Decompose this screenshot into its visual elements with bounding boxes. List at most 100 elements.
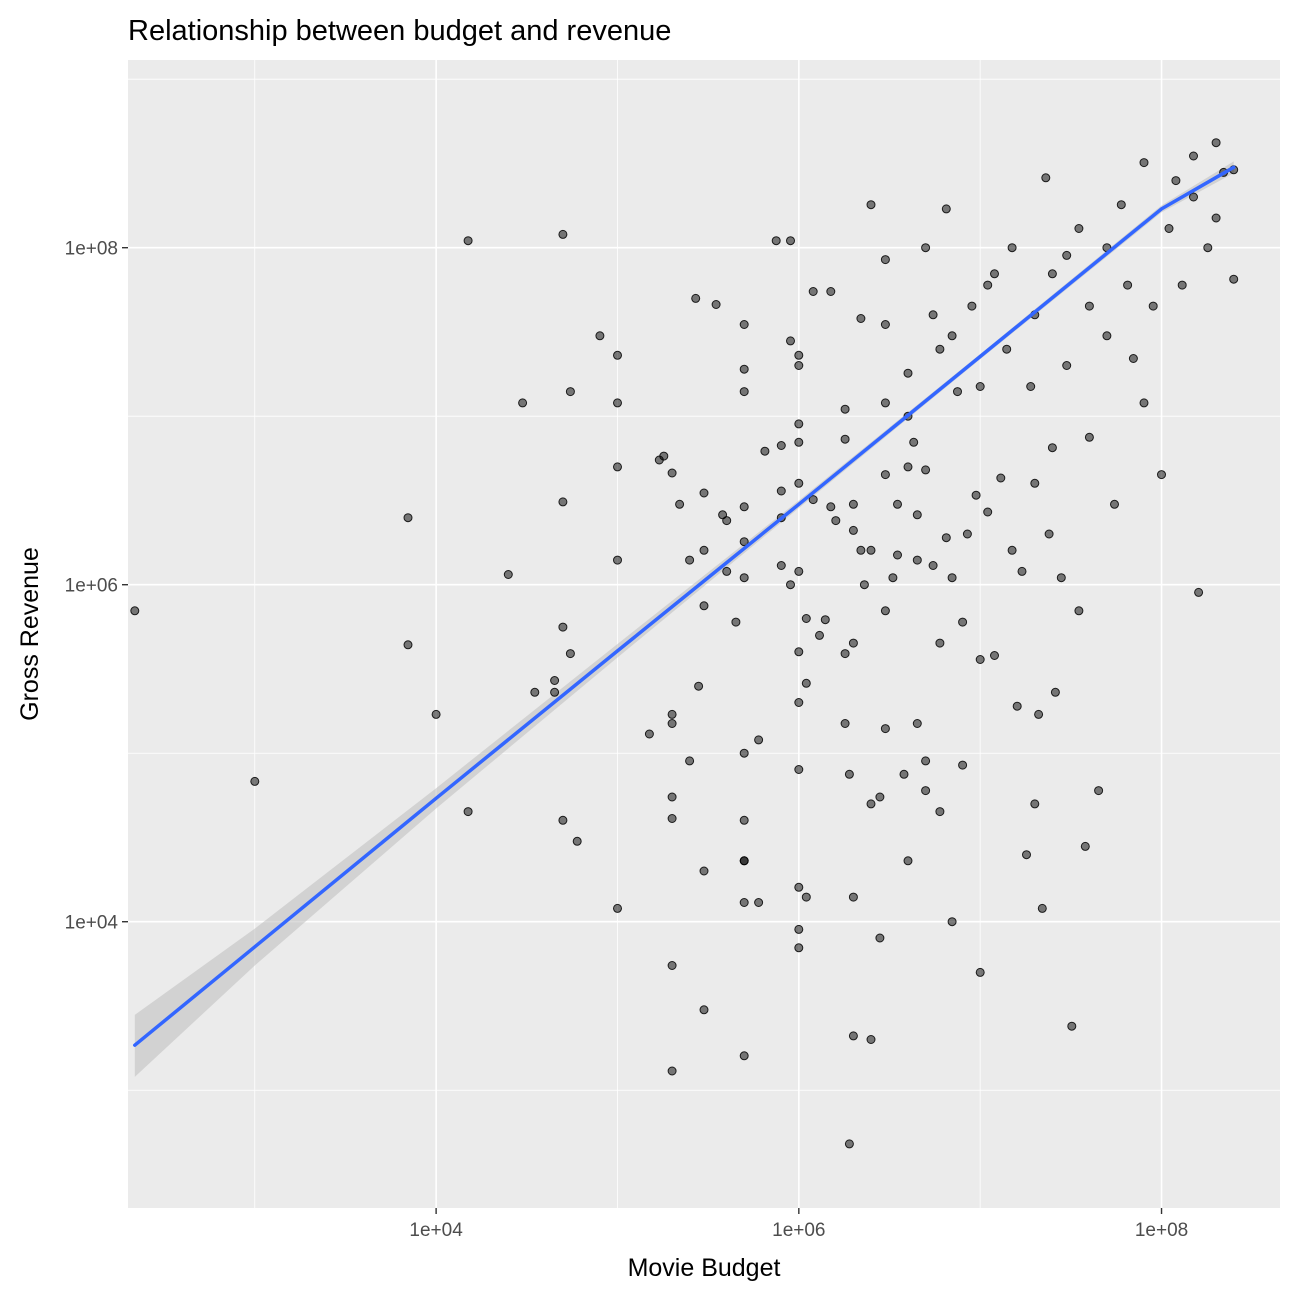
data-point (550, 687, 560, 697)
data-point (903, 368, 913, 378)
data-point (990, 269, 999, 279)
data-point (958, 760, 968, 770)
data-point (912, 719, 922, 728)
data-point (801, 892, 811, 902)
data-point (1047, 443, 1057, 453)
data-point (875, 792, 885, 802)
data-point (250, 776, 260, 786)
data-point (794, 943, 804, 953)
data-point (699, 488, 709, 498)
data-point (990, 651, 999, 660)
data-point (776, 441, 786, 450)
data-point (975, 655, 985, 664)
data-point (1034, 709, 1044, 719)
data-point (1116, 200, 1126, 210)
data-point (1002, 344, 1012, 354)
data-point (1203, 243, 1213, 253)
x-axis-ticks: 1e+04 1e+06 1e+08 (409, 1208, 1188, 1241)
data-point (866, 545, 876, 555)
data-point (880, 724, 890, 734)
data-point (1067, 1021, 1077, 1031)
data-point (1012, 701, 1022, 711)
data-point (558, 229, 568, 239)
data-point (848, 1031, 858, 1041)
data-point (1074, 606, 1084, 616)
x-tick-label: 1e+06 (772, 1220, 825, 1241)
data-point (699, 545, 709, 555)
data-point (844, 1139, 854, 1149)
data-point (613, 350, 622, 360)
data-point (1164, 224, 1174, 233)
data-point (786, 336, 795, 346)
data-point (958, 617, 968, 627)
data-point (550, 676, 560, 685)
data-point (794, 566, 804, 576)
data-point (667, 961, 677, 970)
data-point (801, 678, 811, 688)
chart-title: Relationship between budget and revenue (128, 15, 671, 47)
data-point (840, 649, 850, 659)
data-point (840, 404, 850, 414)
data-point (558, 815, 568, 825)
data-point (794, 647, 804, 657)
y-axis-title: Gross Revenue (16, 547, 44, 721)
data-point (722, 566, 732, 576)
data-point (893, 550, 902, 560)
data-point (403, 513, 413, 523)
data-point (935, 638, 945, 648)
data-point (1102, 331, 1112, 341)
data-point (1229, 274, 1239, 284)
data-point (808, 287, 818, 296)
data-point (928, 310, 938, 320)
trend-line (133, 165, 1236, 1047)
plot-panel (128, 60, 1280, 1208)
data-point (691, 293, 701, 303)
data-point (667, 1066, 677, 1076)
data-point (1007, 545, 1017, 555)
data-point (859, 580, 869, 590)
data-point (1050, 687, 1060, 697)
data-point (463, 236, 473, 246)
data-point (848, 525, 858, 535)
data-point (909, 437, 919, 447)
data-point (1211, 213, 1221, 223)
data-point (1062, 250, 1072, 260)
data-point (808, 495, 818, 505)
data-point (675, 499, 685, 509)
data-point (880, 398, 890, 408)
data-point (739, 387, 749, 397)
regression-line (133, 165, 1236, 1047)
data-point (518, 398, 528, 408)
data-point (613, 398, 622, 408)
data-point (848, 892, 858, 902)
data-point (921, 756, 931, 766)
data-point (903, 856, 913, 866)
data-point (848, 499, 858, 509)
data-point (967, 301, 977, 311)
data-point (1047, 269, 1057, 279)
data-point (1022, 850, 1031, 860)
data-point (1194, 587, 1204, 597)
data-point (739, 320, 749, 329)
data-point (848, 638, 858, 648)
data-point (667, 709, 677, 719)
data-point (786, 580, 795, 590)
major-gridlines (128, 60, 1280, 1208)
data-point (667, 792, 677, 802)
data-point (928, 561, 938, 570)
data-point (711, 300, 721, 309)
data-point (794, 698, 804, 707)
data-point (947, 331, 957, 341)
x-tick-label: 1e+08 (1135, 1220, 1188, 1241)
data-point (1062, 361, 1072, 370)
data-point (831, 516, 841, 526)
data-point (983, 507, 993, 517)
data-point (880, 255, 890, 265)
data-point (866, 1035, 876, 1044)
data-point (776, 561, 786, 570)
data-point (840, 434, 850, 444)
data-point (1026, 382, 1036, 391)
data-points (130, 138, 1239, 1149)
data-point (826, 287, 836, 296)
